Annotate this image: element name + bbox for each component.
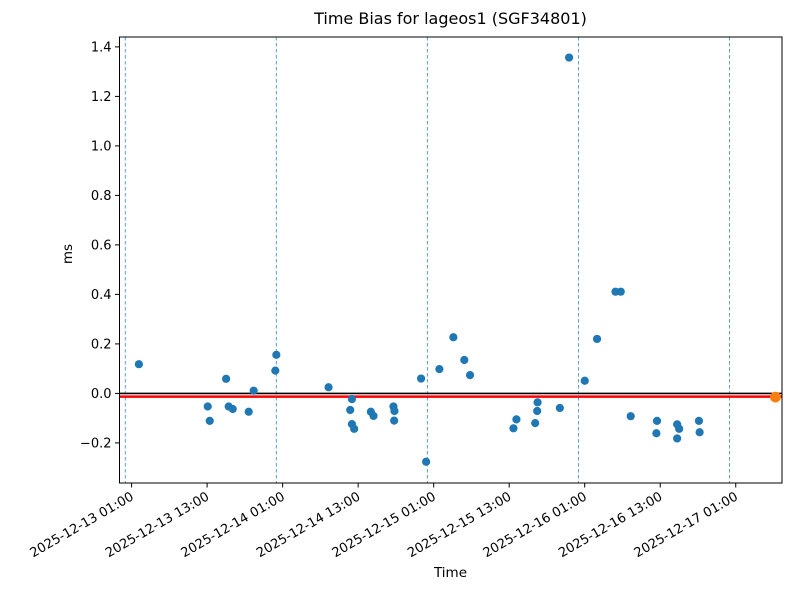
- data-point: [203, 402, 212, 411]
- data-point: [465, 370, 475, 380]
- data-point: [369, 411, 378, 421]
- data-point: [422, 457, 431, 466]
- data-point: [449, 333, 458, 342]
- y-tick-label: 0.2: [91, 337, 112, 352]
- y-tick-label: 0.4: [91, 288, 112, 303]
- data-point: [616, 287, 625, 296]
- data-point: [249, 386, 258, 395]
- data-point: [695, 428, 704, 437]
- data-point: [244, 407, 253, 416]
- data-point: [350, 424, 359, 433]
- data-point: [673, 434, 682, 443]
- y-tick-label: 0.6: [91, 238, 112, 253]
- data-point: [222, 374, 231, 383]
- data-point: [652, 416, 662, 425]
- predicted-data-point: [770, 391, 781, 403]
- data-point: [675, 424, 684, 433]
- y-axis-label: ms: [60, 243, 76, 265]
- y-tick-label: −0.2: [80, 436, 112, 451]
- y-tick-label: 1.2: [91, 90, 112, 105]
- data-point: [533, 398, 542, 407]
- y-tick-label: 1.4: [91, 40, 112, 55]
- data-point: [512, 415, 521, 424]
- y-tick-label: 0.0: [91, 387, 112, 402]
- y-tick-label: 1.0: [91, 139, 112, 154]
- data-point: [555, 403, 564, 413]
- data-point: [652, 429, 661, 438]
- y-tick-label: 0.8: [91, 189, 112, 204]
- data-point: [580, 376, 589, 385]
- data-point: [205, 416, 214, 425]
- data-point: [460, 355, 469, 365]
- data-point: [626, 412, 635, 421]
- data-point: [228, 404, 237, 414]
- data-point: [271, 366, 280, 375]
- data-point: [134, 360, 143, 369]
- data-point: [564, 53, 574, 62]
- data-point: [324, 383, 333, 392]
- data-point: [531, 419, 540, 428]
- plot-border: [119, 36, 783, 484]
- data-point: [347, 394, 357, 404]
- data-point: [435, 365, 444, 374]
- data-point: [390, 406, 399, 416]
- x-axis-label: Time: [433, 565, 468, 581]
- data-point: [390, 416, 399, 425]
- data-point: [509, 424, 518, 433]
- data-point: [694, 416, 704, 425]
- data-point: [533, 406, 542, 416]
- data-point: [272, 350, 281, 359]
- data-point: [346, 405, 355, 415]
- data-point: [592, 334, 602, 344]
- data-point: [416, 374, 426, 383]
- chart-title: Time Bias for lageos1 (SGF34801): [314, 9, 587, 28]
